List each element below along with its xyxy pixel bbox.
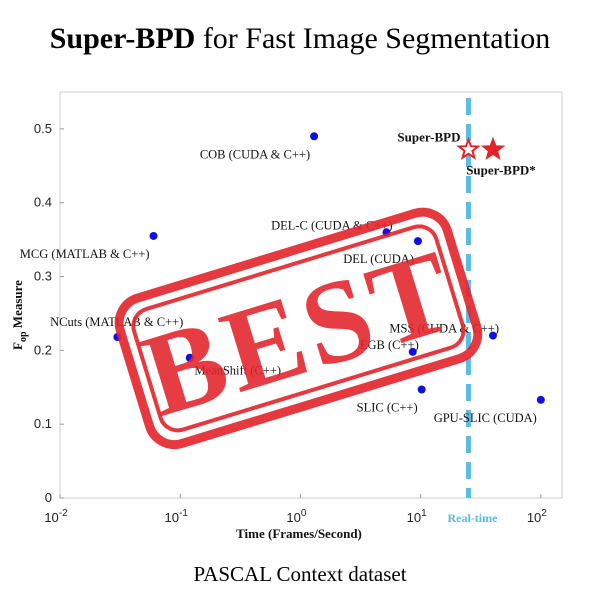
title-rest: for Fast Image Segmentation bbox=[195, 22, 551, 55]
data-point-label: SLIC (C++) bbox=[357, 400, 418, 414]
x-axis-label: Time (Frames/Second) bbox=[236, 526, 362, 541]
plot-area bbox=[59, 91, 563, 499]
data-point-label: EGB (C++) bbox=[360, 338, 419, 352]
data-point-label: MeanShift (C++) bbox=[194, 364, 281, 378]
data-point bbox=[536, 395, 545, 404]
x-tick-label: 10-2 bbox=[44, 508, 68, 525]
star-label: Super-BPD* bbox=[466, 163, 536, 178]
data-point bbox=[413, 237, 422, 246]
realtime-marker: Real-time bbox=[447, 98, 498, 525]
data-point bbox=[488, 331, 497, 340]
best-stamp: BEST bbox=[114, 207, 483, 450]
x-tick-label: 100 bbox=[286, 508, 306, 525]
data-point bbox=[185, 353, 194, 362]
star-point bbox=[456, 136, 481, 161]
axis-ticks: 0 0.1 0.2 0.3 0.4 0.5 10-2 10-1 100 101 102 bbox=[34, 121, 547, 525]
y-tick-label: 0.5 bbox=[34, 121, 52, 136]
x-tick-label: 102 bbox=[527, 508, 547, 525]
realtime-label: Real-time bbox=[447, 511, 498, 525]
data-point bbox=[149, 231, 158, 240]
data-point bbox=[417, 385, 426, 394]
data-points: COB (CUDA & C++)MCG (MATLAB & C++)DEL-C … bbox=[20, 132, 545, 425]
data-point-label: COB (CUDA & C++) bbox=[200, 147, 310, 161]
axis-labels: Time (Frames/Second) Fop Measure bbox=[10, 280, 362, 541]
data-point bbox=[408, 347, 417, 356]
y-axis-label: Fop Measure bbox=[10, 280, 29, 350]
data-point-label: DEL (CUDA) bbox=[343, 252, 414, 266]
star-point bbox=[480, 136, 506, 161]
y-tick-label: 0.1 bbox=[34, 416, 52, 431]
y-tick-label: 0.4 bbox=[34, 195, 52, 210]
x-tick-label: 101 bbox=[407, 508, 427, 525]
y-tick-label: 0.2 bbox=[34, 342, 52, 357]
x-tick-label: 10-1 bbox=[165, 508, 189, 525]
page-title: Super-BPD for Fast Image Segmentation bbox=[0, 22, 600, 56]
y-tick-label: 0 bbox=[45, 490, 52, 505]
dataset-caption: PASCAL Context dataset bbox=[193, 562, 407, 586]
title-bold: Super-BPD bbox=[49, 22, 196, 55]
stamp-border-outer bbox=[114, 207, 483, 450]
stamp-border-inner bbox=[131, 224, 466, 433]
star-label: Super-BPD bbox=[397, 130, 460, 145]
star-points: Super-BPD Super-BPD* bbox=[397, 130, 535, 178]
data-point-label: MCG (MATLAB & C++) bbox=[20, 247, 150, 261]
data-point-label: GPU-SLIC (CUDA) bbox=[434, 411, 537, 425]
y-tick-label: 0.3 bbox=[34, 269, 52, 284]
data-point bbox=[310, 132, 319, 141]
